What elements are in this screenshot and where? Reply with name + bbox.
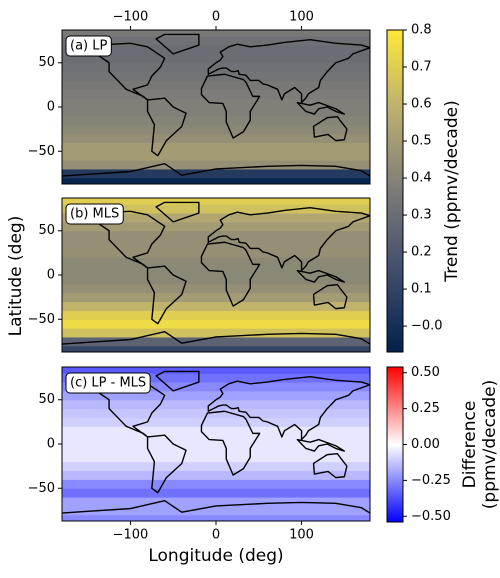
cell bbox=[62, 115, 370, 126]
panel-label: (a) LP bbox=[70, 39, 107, 54]
cell bbox=[62, 292, 370, 303]
cell bbox=[62, 310, 370, 320]
colorbar bbox=[386, 29, 404, 353]
x-tick-label: 100 bbox=[289, 10, 314, 25]
colorbar-tick-label: 0.3 bbox=[411, 208, 432, 223]
cell bbox=[62, 301, 370, 311]
panel bbox=[62, 198, 370, 352]
y-tick-label: 50 bbox=[38, 223, 55, 238]
cell bbox=[62, 213, 370, 223]
y-tick-label: −50 bbox=[28, 481, 55, 496]
colorbar-tick-label: −0.25 bbox=[411, 473, 451, 488]
x-tick-label: 100 bbox=[289, 528, 314, 543]
cell bbox=[62, 505, 370, 516]
cell bbox=[62, 198, 370, 205]
cell bbox=[62, 283, 370, 294]
y-tick-label: 50 bbox=[38, 392, 55, 407]
colorbar-tick-label: 0.50 bbox=[411, 365, 440, 380]
cell bbox=[62, 275, 370, 285]
panel-label: (b) MLS bbox=[70, 207, 119, 222]
cell bbox=[62, 160, 370, 170]
cell bbox=[62, 390, 370, 401]
y-tick-label: 0 bbox=[47, 268, 55, 283]
cell bbox=[62, 239, 370, 249]
cell bbox=[62, 221, 370, 232]
y-tick-label: 50 bbox=[38, 55, 55, 70]
y-axis-label: Latitude (deg) bbox=[6, 216, 26, 337]
x-tick-label: 0 bbox=[212, 528, 220, 543]
panel-label: (c) LP - MLS bbox=[70, 376, 146, 391]
cell bbox=[62, 248, 370, 258]
cell bbox=[62, 168, 370, 179]
cell bbox=[62, 107, 370, 117]
cell bbox=[62, 257, 370, 267]
cell bbox=[62, 80, 370, 90]
colorbar-label: Trend (ppmv/decade) bbox=[442, 100, 462, 282]
cell bbox=[62, 417, 370, 427]
cell bbox=[62, 328, 370, 338]
cell bbox=[62, 36, 370, 46]
cell bbox=[62, 444, 370, 454]
cell bbox=[62, 461, 370, 472]
cell bbox=[62, 408, 370, 418]
cell bbox=[62, 399, 370, 410]
cell bbox=[62, 30, 370, 37]
colorbar-tick-label: 0.00 bbox=[411, 437, 440, 452]
y-tick-label: 0 bbox=[47, 100, 55, 115]
y-tick-label: −50 bbox=[28, 144, 55, 159]
cell bbox=[62, 89, 370, 99]
cell bbox=[62, 382, 370, 392]
cell bbox=[62, 336, 370, 347]
cell bbox=[62, 45, 370, 55]
colorbar-tick-label: 0.5 bbox=[411, 134, 432, 149]
cell bbox=[62, 177, 370, 184]
panel-label-box bbox=[65, 372, 151, 394]
cell bbox=[62, 452, 370, 463]
cell bbox=[62, 204, 370, 214]
panel bbox=[62, 367, 370, 521]
cell bbox=[62, 488, 370, 498]
colorbar-tick-label: 0.7 bbox=[411, 60, 432, 75]
cell bbox=[62, 373, 370, 383]
cell bbox=[62, 514, 370, 521]
colorbar-tick-label: 0.2 bbox=[411, 245, 432, 260]
cell bbox=[62, 319, 370, 329]
colorbar-tick-label: −0.0 bbox=[411, 319, 443, 334]
colorbar-tick-label: 0.4 bbox=[411, 171, 432, 186]
cell bbox=[62, 133, 370, 143]
cell bbox=[62, 470, 370, 480]
colorbar-tick-label: 0.1 bbox=[411, 282, 432, 297]
cell bbox=[62, 71, 370, 81]
cell bbox=[62, 497, 370, 507]
cell bbox=[62, 124, 370, 135]
cell bbox=[62, 367, 370, 374]
y-tick-label: −50 bbox=[28, 312, 55, 327]
colorbar-tick-label: 0.25 bbox=[411, 401, 440, 416]
cell bbox=[62, 426, 370, 436]
colorbar bbox=[386, 366, 404, 523]
x-axis-label: Longitude (deg) bbox=[148, 546, 283, 566]
cell bbox=[62, 62, 370, 73]
x-tick-label: −100 bbox=[113, 10, 149, 25]
x-tick-label: 0 bbox=[212, 10, 220, 25]
x-tick-label: −100 bbox=[113, 528, 149, 543]
cell bbox=[62, 345, 370, 352]
panel-label-box bbox=[65, 203, 124, 225]
cell bbox=[62, 53, 370, 64]
colorbar-tick-label: 0.6 bbox=[411, 97, 432, 112]
panel bbox=[62, 30, 370, 184]
colorbar-tick-label: 0.8 bbox=[411, 23, 432, 38]
colorbar-label: (ppmv/decade) bbox=[480, 380, 500, 509]
colorbar-label: Difference bbox=[460, 401, 480, 489]
cell bbox=[62, 230, 370, 241]
cell bbox=[62, 479, 370, 489]
cell bbox=[62, 142, 370, 152]
panel-label-box bbox=[65, 35, 112, 57]
colorbar-tick-label: −0.50 bbox=[411, 509, 451, 524]
cell bbox=[62, 151, 370, 161]
y-tick-label: 0 bbox=[47, 437, 55, 452]
